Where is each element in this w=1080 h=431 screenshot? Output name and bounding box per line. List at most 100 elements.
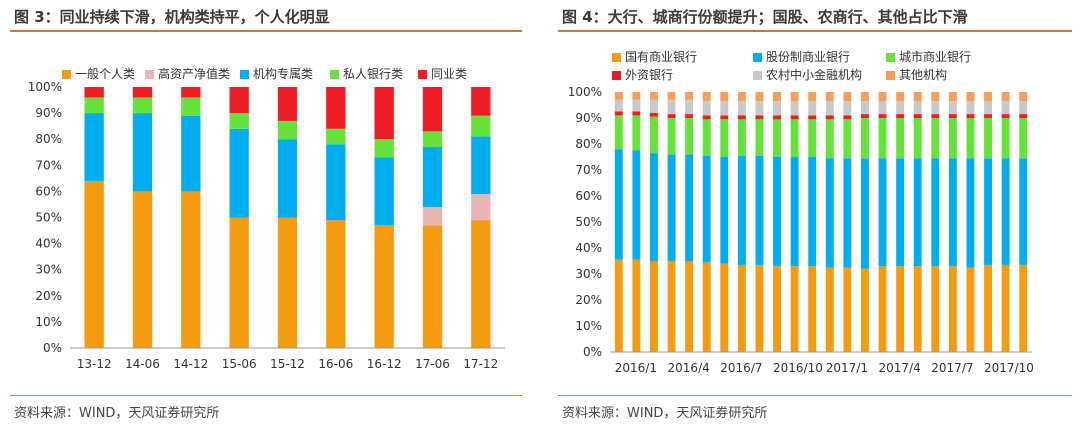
right-bar-segment bbox=[720, 157, 729, 264]
right-bar-segment bbox=[790, 157, 799, 267]
right-bar-segment bbox=[843, 267, 852, 352]
right-bar-segment bbox=[702, 119, 711, 156]
right-bar-segment bbox=[720, 92, 729, 102]
left-y-tick-label: 100% bbox=[28, 80, 62, 94]
right-bar-segment bbox=[896, 92, 905, 102]
right-bar-segment bbox=[702, 92, 711, 102]
right-y-tick-label: 20% bbox=[575, 293, 602, 307]
right-bar-segment bbox=[913, 118, 922, 159]
right-bar-segment bbox=[825, 115, 834, 120]
right-bar-segment bbox=[825, 158, 834, 268]
right-bar-segment bbox=[948, 114, 957, 118]
right-bar-segment bbox=[685, 99, 694, 115]
right-bar-segment bbox=[667, 118, 676, 155]
right-bar-segment bbox=[825, 101, 834, 116]
right-bar-segment bbox=[685, 118, 694, 155]
right-bar-segment bbox=[931, 118, 940, 159]
left-bar-segment bbox=[132, 113, 153, 192]
left-y-tick-label: 90% bbox=[35, 106, 62, 120]
left-x-tick-label: 13-12 bbox=[77, 357, 112, 371]
right-bar-segment bbox=[984, 101, 992, 115]
right-bar-segment bbox=[650, 116, 658, 154]
right-y-tick-label: 30% bbox=[575, 267, 602, 281]
left-x-tick-label: 17-12 bbox=[463, 357, 498, 371]
right-bar-segment bbox=[843, 158, 852, 268]
right-chart-title: 图 4：大行、城商行份额提升；国股、农商行、其他占比下滑 bbox=[562, 8, 968, 26]
left-bar-segment bbox=[471, 115, 491, 137]
right-bar-segment bbox=[737, 264, 746, 352]
left-y-tick-label: 10% bbox=[35, 315, 62, 329]
left-y-tick-label: 40% bbox=[35, 237, 62, 251]
left-x-tick-label: 16-12 bbox=[367, 357, 402, 371]
right-legend-label: 外资银行 bbox=[625, 68, 673, 82]
right-bar-segment bbox=[843, 92, 852, 102]
right-y-tick-label: 10% bbox=[575, 319, 602, 333]
right-bar-segment bbox=[984, 92, 992, 102]
left-bar-segment bbox=[374, 157, 394, 226]
right-y-tick-label: 40% bbox=[575, 241, 602, 255]
left-legend-label: 一般个人类 bbox=[75, 66, 135, 81]
left-bar-segment bbox=[84, 97, 104, 114]
right-legend-swatch bbox=[612, 71, 621, 80]
left-stacked-bar-chart: 一般个人类 高资产净值类 机构专属类 私人银行类 同业类 0% 10% 20% 30% 40% 50… bbox=[28, 66, 505, 371]
right-x-tick-label: 2017/10 bbox=[984, 361, 1034, 375]
right-legend-label: 农村中小金融机构 bbox=[766, 67, 862, 82]
left-bar-segment bbox=[132, 191, 153, 348]
left-bar-segment bbox=[326, 87, 346, 129]
right-bar-segment bbox=[808, 92, 817, 102]
right-bar-segment bbox=[931, 158, 940, 267]
right-bar-segment bbox=[790, 266, 799, 352]
left-legend-swatch bbox=[418, 70, 427, 79]
right-bar-segment bbox=[931, 101, 940, 115]
right-x-tick-label: 2016/1 bbox=[615, 361, 657, 375]
right-bar-segment bbox=[878, 101, 887, 115]
left-bar-segment bbox=[229, 217, 249, 348]
right-bar-segment bbox=[667, 261, 676, 352]
right-bar-segment bbox=[948, 118, 957, 159]
right-bar-segment bbox=[984, 118, 992, 159]
right-bar-segment bbox=[931, 92, 940, 102]
right-bar-segment bbox=[966, 114, 975, 118]
left-bar-segment bbox=[422, 147, 443, 208]
right-bar-segment bbox=[878, 118, 887, 159]
right-bar-segment bbox=[896, 158, 905, 267]
right-bar-segment bbox=[861, 268, 869, 352]
right-bar-segment bbox=[632, 150, 641, 260]
right-bar-segment bbox=[861, 118, 869, 159]
right-bar-segment bbox=[913, 266, 922, 352]
right-bar-segment bbox=[1001, 114, 1010, 118]
right-bar-segment bbox=[632, 92, 641, 100]
right-bar-segment bbox=[878, 92, 887, 102]
right-bar-segment bbox=[755, 115, 764, 120]
left-bar-segment bbox=[181, 191, 201, 348]
right-bar-segment bbox=[773, 157, 781, 267]
right-bar-segment bbox=[1001, 92, 1010, 102]
left-bar-segment bbox=[471, 194, 491, 221]
right-bar-segment bbox=[614, 111, 623, 116]
right-bar-segment bbox=[808, 115, 817, 120]
right-bar-segment bbox=[984, 114, 992, 118]
left-source-rule bbox=[10, 395, 522, 396]
left-legend-swatch bbox=[240, 70, 249, 79]
left-bar-segment bbox=[132, 87, 153, 98]
right-bar-segment bbox=[966, 118, 975, 159]
right-bar-segment bbox=[667, 92, 676, 100]
right-title-rule bbox=[558, 30, 1072, 32]
right-bar-segment bbox=[966, 101, 975, 115]
right-bar-segment bbox=[773, 92, 781, 102]
right-bar-segment bbox=[1019, 101, 1028, 115]
right-bar-segment bbox=[614, 92, 623, 100]
left-bar-segment bbox=[471, 220, 491, 348]
left-legend-swatch bbox=[62, 70, 71, 79]
right-bar-segment bbox=[755, 92, 764, 102]
right-x-tick-label: 2016/7 bbox=[720, 361, 762, 375]
right-bar-segment bbox=[1019, 264, 1028, 352]
right-legend-swatch bbox=[886, 53, 895, 62]
right-x-tick-label: 2017/1 bbox=[826, 361, 868, 375]
right-y-tick-label: 50% bbox=[575, 215, 602, 229]
right-bar-segment bbox=[966, 267, 975, 352]
right-bar-segment bbox=[1001, 101, 1010, 115]
right-bar-segment bbox=[702, 262, 711, 352]
left-bar-segment bbox=[422, 87, 443, 132]
